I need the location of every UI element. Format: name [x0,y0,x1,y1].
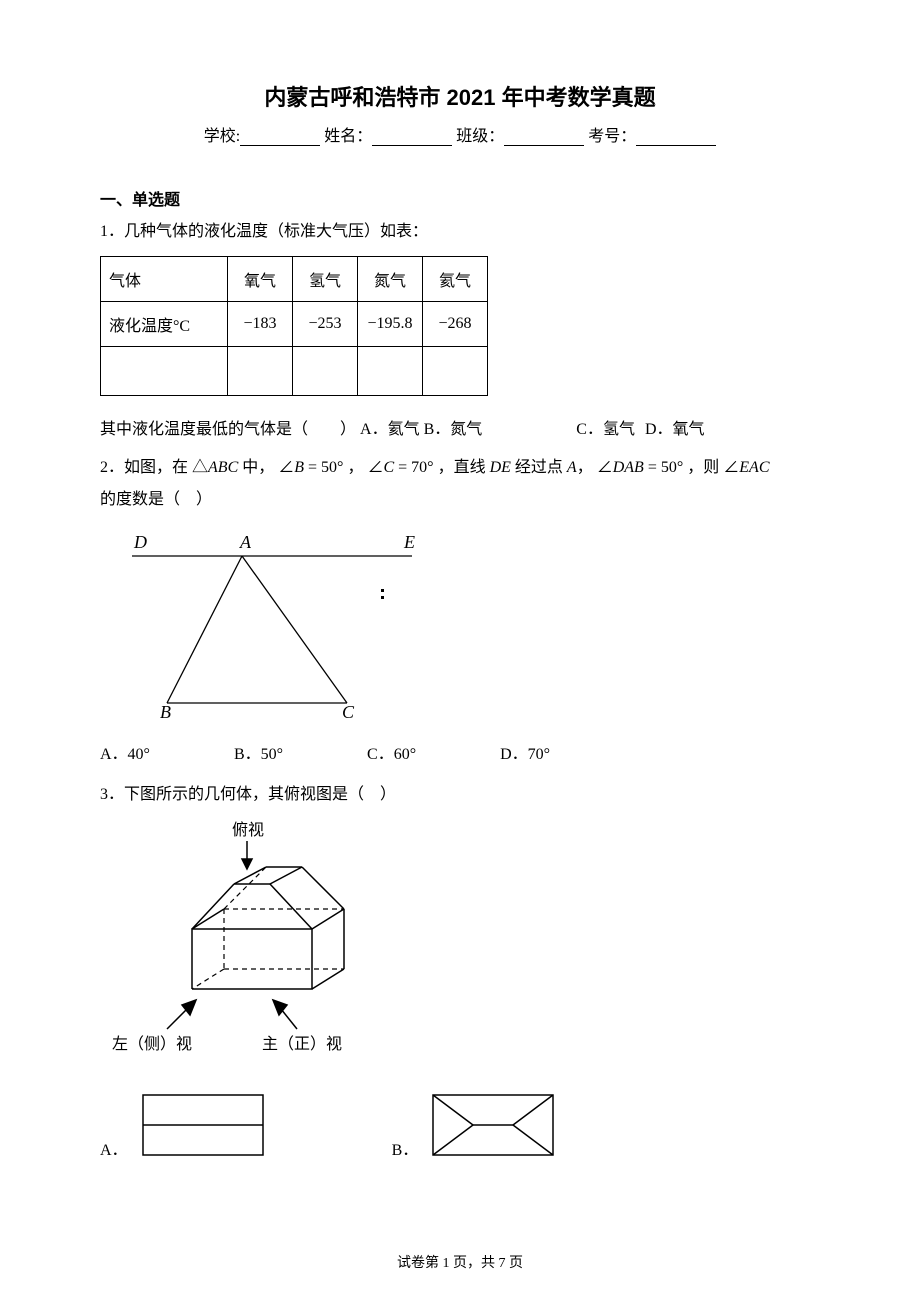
table-row: 液化温度°C −183 −253 −195.8 −268 [101,302,488,347]
class-label: 班级： [456,128,504,145]
q1-optA: A．氦气 [360,421,420,438]
q3-optB: B． [392,1090,559,1160]
q2-options: A．40° B．50° C．60° D．70° [100,739,820,771]
q2-eq50b: = 50° ，则 ∠ [644,459,739,476]
q3-optA: A． [100,1090,268,1160]
q2-optC: C．60° [367,739,416,771]
q2-eq70: = 70° ，直线 [394,459,489,476]
q1-r3c3 [358,347,423,396]
q2-ptA: A [567,459,577,476]
q1-stem: 1．几种气体的液化温度（标准大气压）如表： [100,216,820,248]
q3-options: A． B． [100,1090,820,1160]
label-front-view: 主（正）视 [262,1035,342,1053]
label-C: C [342,702,355,718]
q1-tail-prefix: 其中液化温度最低的气体是（ ） [100,421,356,438]
q1-r1c0: 气体 [101,257,228,302]
table-row [101,347,488,396]
q1-r3c1 [228,347,293,396]
q1-r2c4: −268 [423,302,488,347]
q2-angB: B [294,459,304,476]
q1-optC: C．氢气 [576,421,635,438]
examno-blank [636,129,716,146]
label-D: D [133,532,147,552]
label-top-view: 俯视 [232,821,264,839]
q2-eq50a: = 50° ， ∠ [304,459,383,476]
q1-table: 气体 氧气 氢气 氮气 氦气 液化温度°C −183 −253 −195.8 −… [100,256,488,396]
label-left-view: 左（侧）视 [112,1035,192,1053]
q3-optB-icon [428,1090,558,1160]
label-E: E [403,532,415,552]
q1-r1c2: 氢气 [293,257,358,302]
label-B: B [160,702,171,718]
q1-r3c4 [423,347,488,396]
q2-de: DE [490,459,511,476]
q2-optD: D．70° [500,739,550,771]
q2-tail: 的度数是（ ） [100,491,212,508]
q1-tail: 其中液化温度最低的气体是（ ） A．氦气 B．氮气 C．氢气 D．氧气 [100,414,820,446]
q2-pastA: 经过点 [511,459,567,476]
q2-optA: A．40° [100,739,150,771]
q1-r3c0 [101,347,228,396]
q2-optB: B．50° [234,739,283,771]
school-label: 学校: [204,128,240,145]
exam-page: 内蒙古呼和浩特市 2021 年中考数学真题 学校: 姓名： 班级： 考号： 一、… [0,0,920,1302]
q2-abc: ABC [208,459,238,476]
page-title: 内蒙古呼和浩特市 2021 年中考数学真题 [100,80,820,112]
q2-figure: D A E B C [112,528,820,723]
q1-r2c3: −195.8 [358,302,423,347]
q1-r3c2 [293,347,358,396]
q1-r2c1: −183 [228,302,293,347]
q2-m1: 中， ∠ [238,459,294,476]
q3-optB-label: B． [392,1142,419,1159]
q2-stem: 2．如图，在 △ABC 中， ∠B = 50° ， ∠C = 70° ，直线 D… [100,452,820,516]
section-heading: 一、单选题 [100,186,820,210]
q3-stem: 3．下图所示的几何体，其俯视图是（ ） [100,779,820,811]
q1-r2c0: 液化温度°C [101,302,228,347]
page-footer: 试卷第 1 页，共 7 页 [0,1252,920,1272]
q1-r2c2: −253 [293,302,358,347]
q2-c1: ， ∠ [577,459,613,476]
name-label: 姓名： [324,128,372,145]
q3-optA-label: A． [100,1142,128,1159]
class-blank [504,129,584,146]
name-blank [372,129,452,146]
q3-optA-icon [138,1090,268,1160]
q3-figure: 俯视 左（侧）视 主（正）视 [112,819,820,1074]
label-A: A [239,532,252,552]
q2-pre: 2．如图，在 △ [100,459,208,476]
header-fields: 学校: 姓名： 班级： 考号： [100,122,820,146]
q2-eac: EAC [739,459,769,476]
q2-dab: DAB [613,459,644,476]
q2-angC: C [383,459,394,476]
examno-label: 考号： [588,128,636,145]
q1-optD: D．氧气 [645,421,705,438]
q1-r1c3: 氮气 [358,257,423,302]
q1-r1c4: 氦气 [423,257,488,302]
q1-r1c1: 氧气 [228,257,293,302]
table-row: 气体 氧气 氢气 氮气 氦气 [101,257,488,302]
q1-optB: B．氮气 [424,421,483,438]
focus-marker-icon [380,589,386,599]
school-blank [240,129,320,146]
